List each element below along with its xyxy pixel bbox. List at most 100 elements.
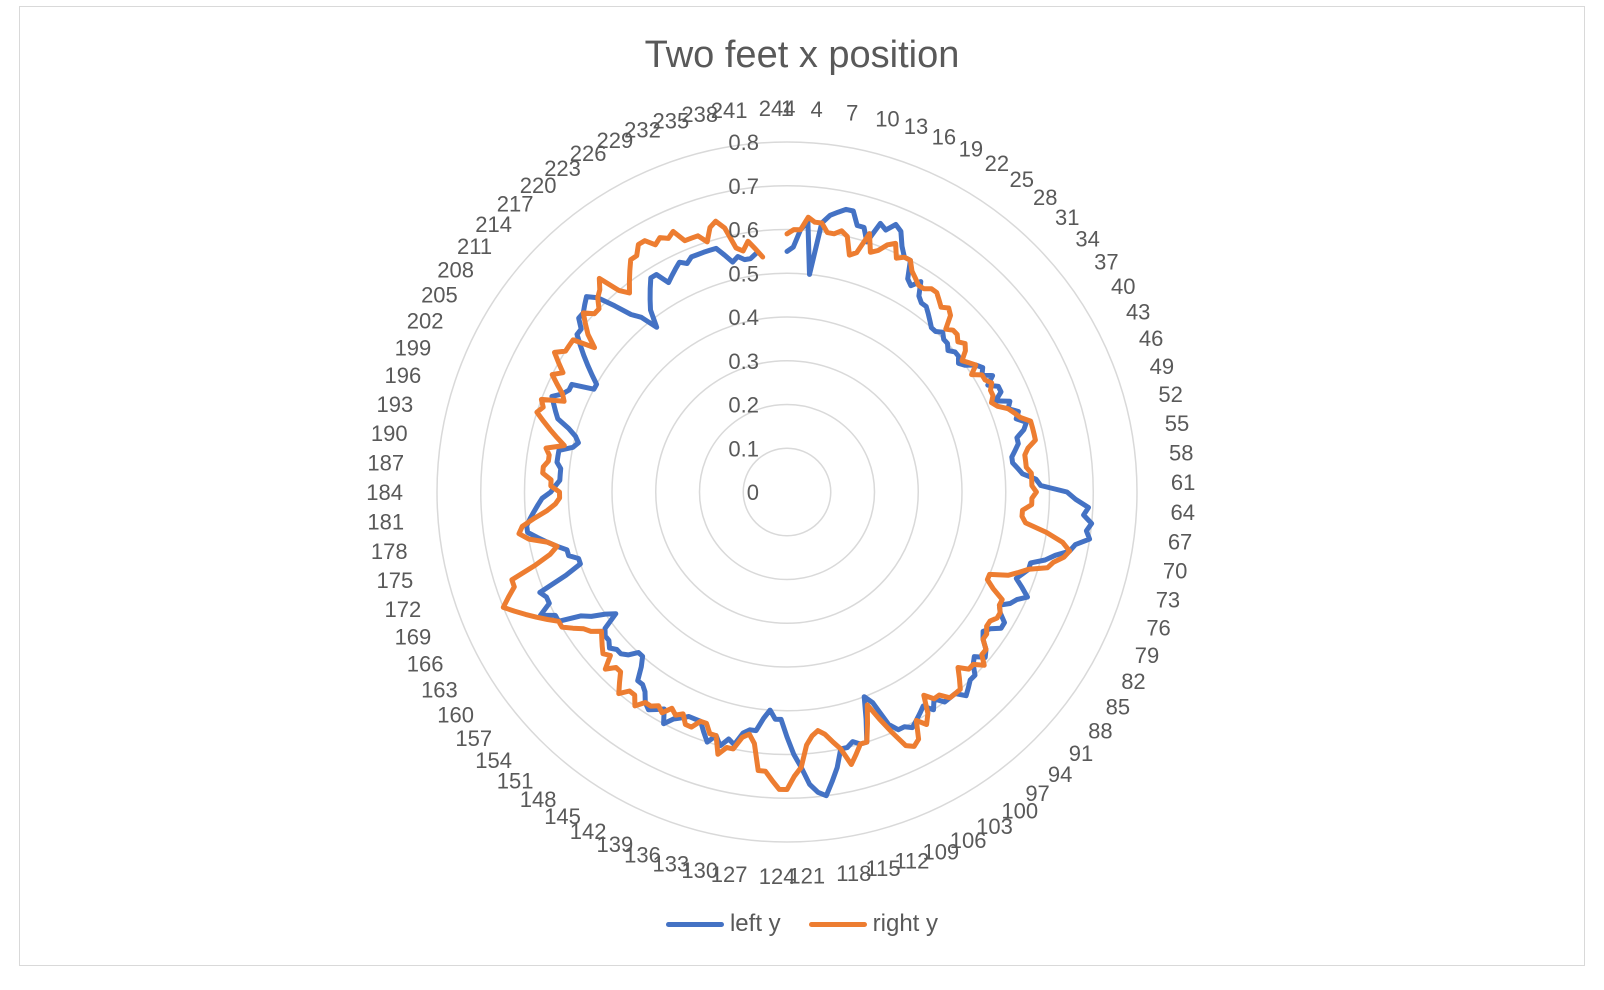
category-label: 58 bbox=[1169, 441, 1193, 466]
radar-grid bbox=[436, 141, 1138, 843]
grid-ring bbox=[523, 228, 1051, 756]
category-label: 211 bbox=[457, 234, 492, 259]
category-label: 205 bbox=[421, 282, 458, 307]
category-label: 61 bbox=[1171, 470, 1195, 495]
category-label: 160 bbox=[437, 702, 474, 727]
category-label: 73 bbox=[1156, 587, 1180, 612]
grid-ring bbox=[655, 360, 919, 624]
category-label: 142 bbox=[570, 819, 607, 844]
category-label: 10 bbox=[875, 106, 899, 131]
category-label: 112 bbox=[894, 849, 929, 874]
category-label: 76 bbox=[1146, 615, 1170, 640]
legend: left y right y bbox=[0, 910, 1604, 938]
series-line-right-y bbox=[500, 214, 1073, 792]
category-label: 97 bbox=[1025, 781, 1049, 806]
category-label: 196 bbox=[384, 363, 421, 388]
category-label: 238 bbox=[681, 102, 718, 127]
category-label: 244 bbox=[759, 96, 796, 121]
category-label: 34 bbox=[1075, 227, 1099, 252]
category-label: 67 bbox=[1168, 529, 1192, 554]
category-label: 208 bbox=[437, 258, 474, 283]
category-label: 28 bbox=[1033, 185, 1057, 210]
chart-title: Two feet x position bbox=[644, 34, 960, 76]
category-label: 7 bbox=[846, 101, 858, 126]
grid-ring bbox=[742, 447, 832, 537]
radial-tick-label: 0 bbox=[747, 480, 759, 505]
category-label: 22 bbox=[985, 151, 1009, 176]
category-label: 202 bbox=[407, 308, 444, 333]
radial-tick-label: 0.3 bbox=[728, 349, 759, 374]
legend-swatch-left-y bbox=[665, 921, 724, 927]
category-label: 118 bbox=[836, 861, 871, 886]
radial-tick-label: 0.7 bbox=[728, 174, 759, 199]
category-label: 4 bbox=[811, 97, 823, 122]
category-label: 40 bbox=[1111, 274, 1135, 299]
radial-tick-label: 0.4 bbox=[728, 305, 759, 330]
category-label: 94 bbox=[1048, 762, 1072, 787]
category-label: 139 bbox=[597, 832, 634, 857]
category-label: 184 bbox=[366, 480, 403, 505]
category-label: 154 bbox=[475, 748, 512, 773]
category-label: 91 bbox=[1069, 741, 1093, 766]
category-label: 175 bbox=[377, 568, 414, 593]
category-label: 214 bbox=[475, 212, 512, 237]
legend-item-left-y[interactable]: left y bbox=[665, 910, 781, 938]
category-label: 166 bbox=[407, 652, 444, 677]
category-label: 220 bbox=[520, 173, 557, 198]
legend-label-left-y: left y bbox=[729, 910, 781, 937]
category-label: 37 bbox=[1094, 250, 1118, 275]
category-label: 178 bbox=[371, 539, 408, 564]
category-label: 226 bbox=[570, 141, 607, 166]
category-label: 52 bbox=[1158, 382, 1182, 407]
category-label: 190 bbox=[371, 421, 408, 446]
radial-tick-labels: 0 0.1 0.2 0.3 0.4 0.5 0.6 0.7 0.8 bbox=[728, 130, 759, 505]
category-label: 55 bbox=[1165, 411, 1189, 436]
category-label: 109 bbox=[922, 839, 959, 864]
category-label: 199 bbox=[395, 335, 432, 360]
category-label: 223 bbox=[544, 156, 581, 181]
legend-swatch-right-y bbox=[808, 921, 867, 927]
category-label: 43 bbox=[1126, 300, 1150, 325]
category-label: 16 bbox=[932, 124, 956, 149]
radial-tick-label: 0.8 bbox=[728, 130, 759, 155]
category-label: 151 bbox=[497, 768, 534, 793]
category-label: 25 bbox=[1009, 167, 1033, 192]
legend-label-right-y: right y bbox=[872, 910, 939, 937]
category-label: 232 bbox=[624, 117, 661, 142]
category-label: 19 bbox=[959, 137, 983, 162]
legend-item-right-y[interactable]: right y bbox=[808, 910, 939, 938]
category-label: 193 bbox=[377, 392, 414, 417]
category-label: 229 bbox=[597, 128, 634, 153]
category-label: 181 bbox=[367, 510, 404, 535]
category-label: 85 bbox=[1106, 694, 1130, 719]
category-label: 115 bbox=[866, 856, 901, 881]
category-label: 70 bbox=[1163, 559, 1187, 584]
grid-ring bbox=[611, 316, 963, 668]
category-label: 235 bbox=[652, 109, 689, 134]
category-label: 130 bbox=[681, 858, 718, 883]
category-label: 145 bbox=[544, 804, 581, 829]
grid-ring bbox=[698, 403, 876, 581]
category-label: 148 bbox=[520, 787, 557, 812]
category-label: 124 bbox=[759, 864, 796, 889]
category-label: 169 bbox=[395, 625, 432, 650]
category-label: 133 bbox=[652, 851, 689, 876]
chart-frame bbox=[19, 6, 1585, 966]
category-label: 127 bbox=[711, 862, 748, 887]
category-label: 163 bbox=[421, 678, 458, 703]
radial-tick-label: 0.2 bbox=[728, 393, 759, 418]
category-label: 82 bbox=[1121, 669, 1145, 694]
category-label: 13 bbox=[904, 114, 928, 139]
radial-tick-label: 0.5 bbox=[728, 261, 759, 286]
radial-tick-label: 0.6 bbox=[728, 218, 759, 243]
category-label: 100 bbox=[1001, 799, 1038, 824]
category-label: 64 bbox=[1170, 500, 1194, 525]
category-label: 49 bbox=[1150, 354, 1174, 379]
category-label: 79 bbox=[1135, 643, 1159, 668]
category-label: 241 bbox=[711, 98, 748, 123]
category-label: 157 bbox=[455, 726, 492, 751]
category-label: 106 bbox=[950, 828, 987, 853]
category-label: 187 bbox=[367, 450, 404, 475]
